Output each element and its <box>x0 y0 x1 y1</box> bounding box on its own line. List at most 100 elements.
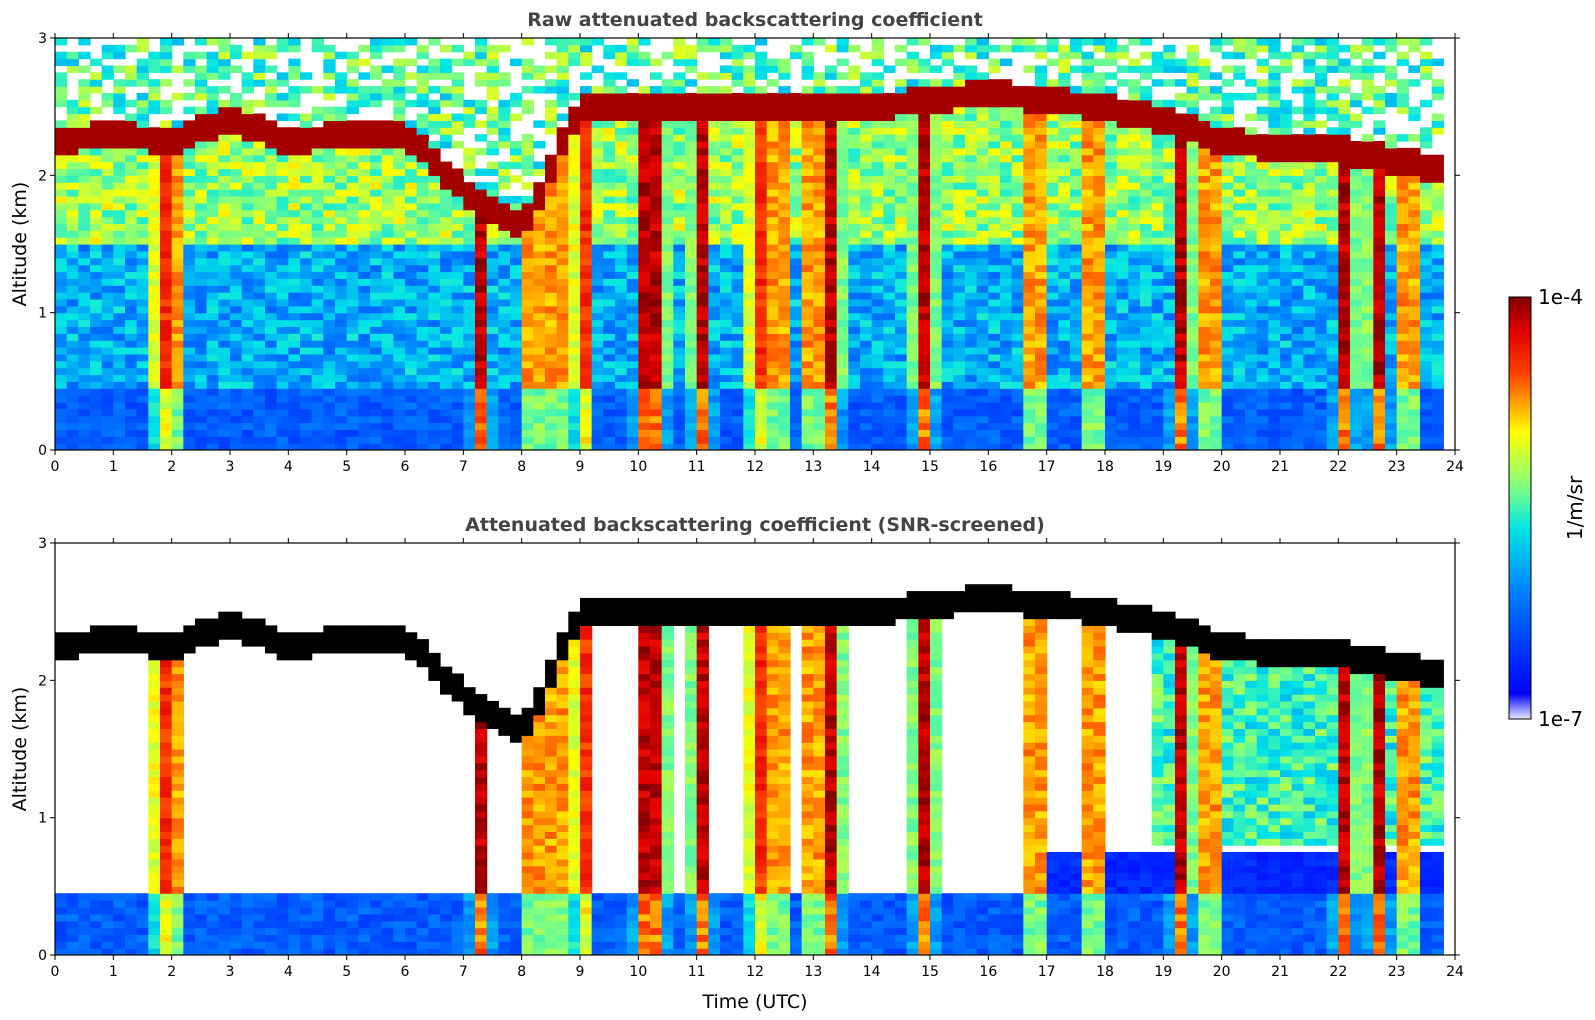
heatmap-cell <box>836 312 849 321</box>
heatmap-cell <box>253 264 266 273</box>
heatmap-cell <box>1011 223 1024 231</box>
heatmap-cell <box>731 312 744 321</box>
heatmap-cell <box>125 422 138 430</box>
heatmap-cell <box>78 175 91 183</box>
heatmap-cell <box>218 278 231 286</box>
heatmap-cell <box>195 415 208 424</box>
heatmap-cell <box>335 401 348 410</box>
heatmap-cell <box>78 333 91 341</box>
heatmap-cell <box>1058 79 1071 87</box>
heatmap-cell <box>1070 127 1083 135</box>
heatmap-cell <box>860 113 873 121</box>
heatmap-cell <box>591 333 604 341</box>
heatmap-cell <box>55 216 68 224</box>
heatmap-cell <box>685 333 698 341</box>
heatmap-cell <box>708 347 721 355</box>
heatmap-cell <box>393 120 406 128</box>
heatmap-cell <box>556 147 569 156</box>
heatmap-cell <box>253 250 266 259</box>
heatmap-cell <box>370 168 383 176</box>
heatmap-cell <box>486 223 499 231</box>
heatmap-cell <box>941 223 954 231</box>
heatmap-cell <box>930 333 943 341</box>
heatmap-cell <box>626 443 639 450</box>
heatmap-cell <box>148 395 161 403</box>
heatmap-cell <box>90 381 103 389</box>
heatmap-cell <box>626 305 639 314</box>
heatmap-cell <box>1046 209 1059 218</box>
heatmap-cell <box>918 312 931 321</box>
heatmap-cell <box>708 237 721 245</box>
heatmap-cell <box>241 195 254 204</box>
heatmap-cell <box>836 195 849 204</box>
heatmap-cell <box>860 223 873 231</box>
heatmap-cell <box>253 347 266 355</box>
heatmap-cell <box>113 147 126 156</box>
heatmap-cell <box>825 154 838 163</box>
heatmap-cell <box>556 223 569 231</box>
heatmap-cell <box>1081 333 1094 341</box>
heatmap-cell <box>136 113 149 121</box>
heatmap-cell <box>696 72 709 80</box>
heatmap-cell <box>148 92 161 101</box>
heatmap-cell <box>475 347 488 355</box>
heatmap-cell <box>358 237 371 245</box>
heatmap-cell <box>580 443 593 450</box>
heatmap-cell <box>311 395 324 403</box>
heatmap-cell <box>650 106 663 115</box>
heatmap-cell <box>276 292 289 300</box>
heatmap-cell <box>323 147 336 156</box>
heatmap-cell <box>556 395 569 403</box>
heatmap-cell <box>253 168 266 176</box>
heatmap-cell <box>1081 326 1094 334</box>
heatmap-cell <box>650 285 663 293</box>
heatmap-cell <box>370 374 383 382</box>
heatmap-cell <box>848 319 861 327</box>
heatmap-cell <box>463 271 476 279</box>
heatmap-cell <box>66 209 79 218</box>
heatmap-cell <box>218 319 231 327</box>
heatmap-cell <box>451 237 464 245</box>
heatmap-cell <box>743 298 756 307</box>
heatmap-cell <box>1011 195 1024 204</box>
heatmap-cell <box>883 175 896 183</box>
heatmap-cell <box>825 305 838 314</box>
heatmap-cell <box>1035 443 1048 450</box>
heatmap-cell <box>965 161 978 170</box>
heatmap-cell <box>696 319 709 327</box>
heatmap-cell <box>766 422 779 430</box>
heatmap-cell <box>941 141 954 149</box>
heatmap-cell <box>1023 278 1036 286</box>
heatmap-cell <box>533 408 546 417</box>
heatmap-cell <box>755 72 768 80</box>
heatmap-cell <box>778 353 791 362</box>
heatmap-cell <box>136 257 149 266</box>
heatmap-cell <box>895 292 908 300</box>
heatmap-cell <box>405 257 418 266</box>
heatmap-cell <box>615 127 628 135</box>
heatmap-cell <box>510 264 523 273</box>
heatmap-cell <box>708 223 721 231</box>
heatmap-cell <box>825 278 838 286</box>
heatmap-cell <box>848 168 861 176</box>
heatmap-cell <box>580 436 593 444</box>
heatmap-cell <box>1058 292 1071 300</box>
heatmap-cell <box>335 326 348 334</box>
heatmap-cell <box>883 92 896 101</box>
heatmap-cell <box>556 113 569 121</box>
heatmap-cell <box>801 415 814 424</box>
heatmap-cell <box>195 79 208 87</box>
heatmap-cell <box>276 44 289 53</box>
heatmap-cell <box>708 230 721 238</box>
heatmap-cell <box>836 264 849 273</box>
heatmap-cell <box>78 120 91 128</box>
heatmap-cell <box>148 340 161 348</box>
heatmap-cell <box>393 298 406 307</box>
heatmap-cell <box>521 58 534 67</box>
heatmap-cell <box>113 305 126 314</box>
heatmap-cell <box>825 347 838 355</box>
heatmap-cell <box>475 264 488 273</box>
heatmap-cell <box>160 422 173 430</box>
heatmap-cell <box>965 257 978 266</box>
heatmap-cell <box>370 367 383 376</box>
